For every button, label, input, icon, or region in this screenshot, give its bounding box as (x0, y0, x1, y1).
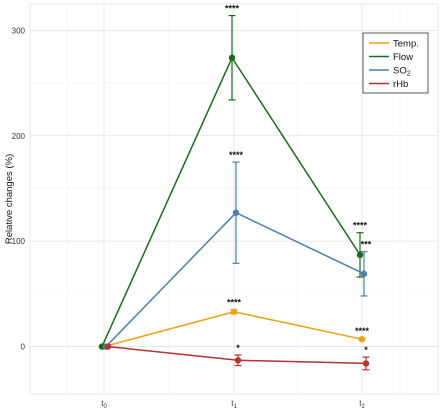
series-rhb: * * (104, 343, 370, 371)
y-tick-label: 100 (12, 237, 26, 246)
y-tick-label: 300 (12, 26, 26, 35)
data-point (358, 335, 366, 343)
axes: 0 100 200 300 t0 t1 t2 Relative changes (%) (4, 26, 365, 410)
legend-label: Flow (393, 52, 413, 63)
series-line (103, 311, 363, 348)
data-point (104, 343, 112, 350)
data-point (360, 270, 368, 278)
significance-label: **** (355, 326, 370, 336)
data-point (362, 360, 370, 367)
significance-label: **** (227, 298, 242, 308)
series-flow: **** **** (98, 4, 368, 350)
y-tick-label: 200 (12, 132, 26, 141)
legend-item: SO2 (369, 66, 411, 78)
series-line (105, 211, 365, 348)
x-tick-label: t1 (231, 399, 237, 410)
legend-item: rHb (369, 79, 408, 90)
legend-item: Flow (369, 52, 413, 63)
x-tick-label: t0 (101, 399, 107, 410)
y-tick-label: 0 (21, 343, 26, 352)
significance-label: **** (229, 150, 244, 160)
legend-label: SO2 (393, 66, 411, 78)
legend-item: Temp. (369, 39, 419, 50)
significance-label: *** (361, 240, 372, 250)
legend-label: Temp. (393, 39, 419, 50)
legend-label: rHb (393, 79, 408, 90)
data-point (230, 308, 238, 315)
data-point (356, 251, 364, 259)
data-point (232, 209, 240, 216)
data-point (228, 54, 236, 61)
x-tick-label: t2 (359, 399, 365, 410)
series-temp: **** **** (100, 298, 370, 350)
y-axis-label: Relative changes (%) (4, 154, 15, 244)
series-so2: ******* (102, 150, 372, 350)
significance-label: * (236, 343, 240, 353)
significance-label: **** (225, 4, 240, 14)
data-point (234, 357, 242, 364)
significance-label: * (364, 345, 368, 355)
series-layer: ************************ * (98, 4, 372, 371)
significance-label: **** (353, 221, 368, 231)
